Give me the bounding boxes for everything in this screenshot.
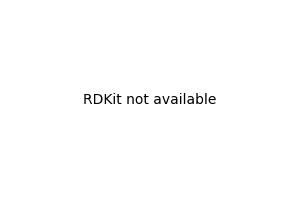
Text: RDKit not available: RDKit not available <box>83 93 217 107</box>
